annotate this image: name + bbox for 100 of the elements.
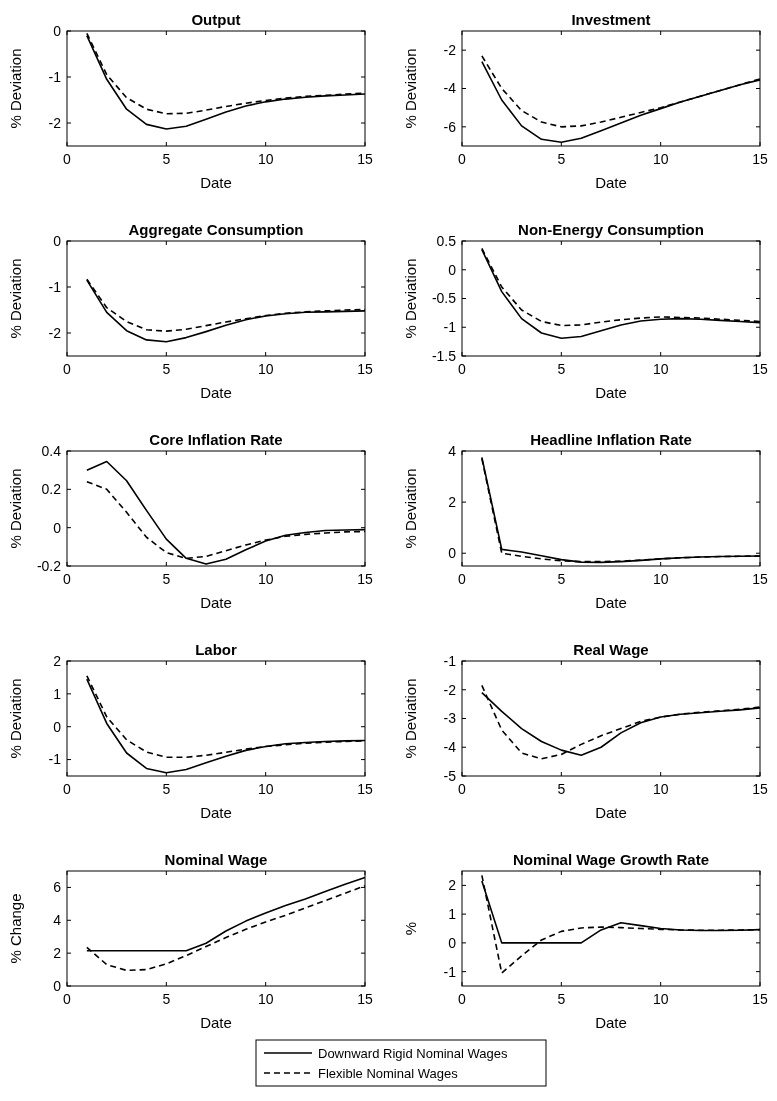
chart-title: Investment <box>571 11 651 28</box>
x-tick-label: 15 <box>357 151 373 167</box>
y-tick-label: 2 <box>448 877 457 894</box>
y-tick-label: 1 <box>53 685 62 702</box>
chart-title: Output <box>191 11 241 28</box>
y-axis-title: % Deviation <box>402 258 419 339</box>
x-tick-label: 0 <box>458 991 467 1007</box>
y-tick-label: -2 <box>48 114 62 131</box>
x-tick-label: 10 <box>652 781 669 797</box>
x-tick-label: 15 <box>752 991 768 1007</box>
y-tick-label: 0.4 <box>41 442 62 459</box>
y-tick-label: -0.5 <box>431 290 457 307</box>
chart-title: Real Wage <box>573 641 649 658</box>
y-tick-label: -6 <box>443 118 457 135</box>
x-axis-title: Date <box>200 804 232 821</box>
x-tick-label: 10 <box>652 361 669 377</box>
y-tick-label: -1 <box>443 963 457 980</box>
x-tick-label: 0 <box>458 151 467 167</box>
y-tick-label: 0 <box>448 934 457 951</box>
y-axis-title: % Deviation <box>402 48 419 129</box>
x-tick-label: 0 <box>63 361 72 377</box>
x-tick-label: 10 <box>257 151 274 167</box>
x-tick-label: 10 <box>652 571 669 587</box>
y-tick-label: -1 <box>443 319 457 336</box>
x-tick-label: 5 <box>162 361 171 377</box>
x-tick-label: 0 <box>458 781 467 797</box>
y-tick-label: 0 <box>448 545 457 562</box>
x-tick-label: 5 <box>557 361 566 377</box>
x-tick-label: 15 <box>752 781 768 797</box>
y-tick-label: 0 <box>53 232 62 249</box>
x-tick-label: 15 <box>357 571 373 587</box>
x-tick-label: 0 <box>63 781 72 797</box>
x-tick-label: 10 <box>652 991 669 1007</box>
y-tick-label: 4 <box>53 912 62 929</box>
x-tick-label: 0 <box>458 571 467 587</box>
x-tick-label: 10 <box>257 361 274 377</box>
x-tick-label: 5 <box>557 781 566 797</box>
x-axis-title: Date <box>200 174 232 191</box>
x-axis-title: Date <box>200 384 232 401</box>
y-axis-title: % Deviation <box>402 678 419 759</box>
y-axis-title: % Change <box>7 893 24 964</box>
y-tick-label: -3 <box>443 710 457 727</box>
x-axis-title: Date <box>595 1014 627 1031</box>
legend-label: Downward Rigid Nominal Wages <box>318 1045 509 1061</box>
x-tick-label: 0 <box>63 151 72 167</box>
x-tick-label: 15 <box>357 361 373 377</box>
chart-title: Nominal Wage Growth Rate <box>512 851 710 868</box>
x-tick-label: 15 <box>752 151 768 167</box>
y-tick-label: -2 <box>443 681 457 698</box>
x-tick-label: 5 <box>162 571 171 587</box>
x-tick-label: 15 <box>752 361 768 377</box>
x-tick-label: 5 <box>557 151 566 167</box>
y-tick-label: 2 <box>53 945 62 962</box>
y-axis-title: % Deviation <box>7 678 24 759</box>
x-axis-title: Date <box>595 804 627 821</box>
x-tick-label: 5 <box>162 151 171 167</box>
y-tick-label: -2 <box>443 42 457 59</box>
x-tick-label: 0 <box>63 991 72 1007</box>
chart-title: Labor <box>195 641 237 658</box>
y-axis-title: % <box>402 921 419 936</box>
chart-title: Core Inflation Rate <box>149 431 283 448</box>
x-tick-label: 5 <box>162 991 171 1007</box>
x-tick-label: 5 <box>162 781 171 797</box>
chart-title: Headline Inflation Rate <box>530 431 692 448</box>
y-tick-label: -1 <box>48 68 62 85</box>
x-tick-label: 0 <box>458 361 467 377</box>
y-tick-label: 1 <box>448 906 457 923</box>
chart-title: Non-Energy Consumption <box>518 221 704 238</box>
y-tick-label: 4 <box>448 442 457 459</box>
y-tick-label: -2 <box>48 324 62 341</box>
x-axis-title: Date <box>595 594 627 611</box>
x-tick-label: 15 <box>752 571 768 587</box>
x-tick-label: 10 <box>652 151 669 167</box>
y-axis-title: % Deviation <box>7 48 24 129</box>
y-tick-label: 0 <box>53 519 62 536</box>
chart-title: Aggregate Consumption <box>128 221 304 238</box>
y-tick-label: -1 <box>443 652 457 669</box>
y-tick-label: -4 <box>443 80 457 97</box>
x-axis-title: Date <box>595 384 627 401</box>
y-axis-title: % Deviation <box>7 468 24 549</box>
y-axis-title: % Deviation <box>402 468 419 549</box>
y-tick-label: -1 <box>48 278 62 295</box>
chart-title: Nominal Wage <box>164 851 268 868</box>
y-tick-label: 2 <box>448 494 457 511</box>
y-tick-label: 0 <box>53 977 62 994</box>
y-tick-label: 0 <box>53 22 62 39</box>
x-tick-label: 15 <box>357 781 373 797</box>
y-axis-title: % Deviation <box>7 258 24 339</box>
y-tick-label: 0.5 <box>436 232 457 249</box>
x-tick-label: 5 <box>557 991 566 1007</box>
y-tick-label: 0.2 <box>41 481 62 498</box>
x-tick-label: 0 <box>63 571 72 587</box>
y-tick-label: 2 <box>53 652 62 669</box>
x-axis-title: Date <box>200 1014 232 1031</box>
y-tick-label: -5 <box>443 767 457 784</box>
y-tick-label: 0 <box>53 718 62 735</box>
x-axis-title: Date <box>595 174 627 191</box>
x-axis-title: Date <box>200 594 232 611</box>
y-tick-label: 0 <box>448 261 457 278</box>
x-tick-label: 15 <box>357 991 373 1007</box>
